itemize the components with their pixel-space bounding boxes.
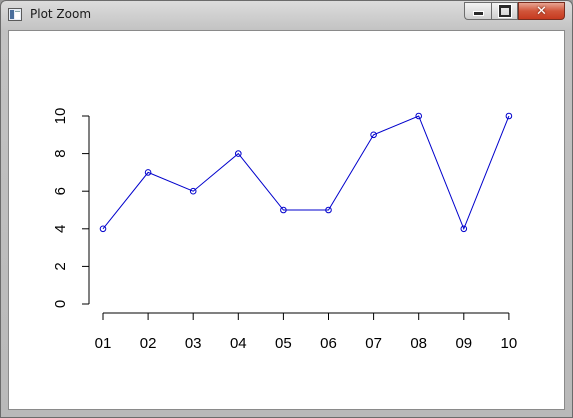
- y-tick-label: 4: [52, 225, 69, 233]
- close-icon: ✕: [536, 5, 547, 18]
- series-line: [103, 116, 509, 229]
- minimize-button[interactable]: [464, 2, 491, 20]
- y-tick-label: 6: [52, 187, 69, 195]
- close-button[interactable]: ✕: [518, 2, 565, 20]
- y-tick-label: 8: [52, 149, 69, 157]
- data-point: [506, 113, 512, 119]
- plot-window-icon[interactable]: [8, 8, 22, 21]
- y-tick-label: 2: [52, 262, 69, 270]
- x-tick-label: 04: [230, 335, 247, 352]
- x-tick-label: 09: [455, 335, 472, 352]
- y-tick-label: 10: [52, 108, 69, 125]
- x-tick-label: 07: [365, 335, 382, 352]
- x-tick-label: 01: [95, 335, 112, 352]
- maximize-icon: [499, 5, 511, 17]
- plot-area: 01 02 03 04 05 06 07 08 09 10 0 2 4 6 8 10: [8, 30, 565, 410]
- title-bar[interactable]: Plot Zoom ✕: [1, 1, 572, 30]
- minimize-icon: [473, 11, 484, 16]
- x-tick-label: 06: [320, 335, 337, 352]
- y-tick-label: 0: [52, 300, 69, 308]
- x-tick-label: 05: [275, 335, 292, 352]
- x-tick-label: 10: [501, 335, 518, 352]
- maximize-button[interactable]: [491, 2, 518, 20]
- window-controls: ✕: [464, 2, 565, 21]
- x-tick-label: 08: [410, 335, 427, 352]
- x-tick-label: 03: [185, 335, 202, 352]
- window-title: Plot Zoom: [30, 7, 91, 21]
- x-tick-label: 02: [140, 335, 157, 352]
